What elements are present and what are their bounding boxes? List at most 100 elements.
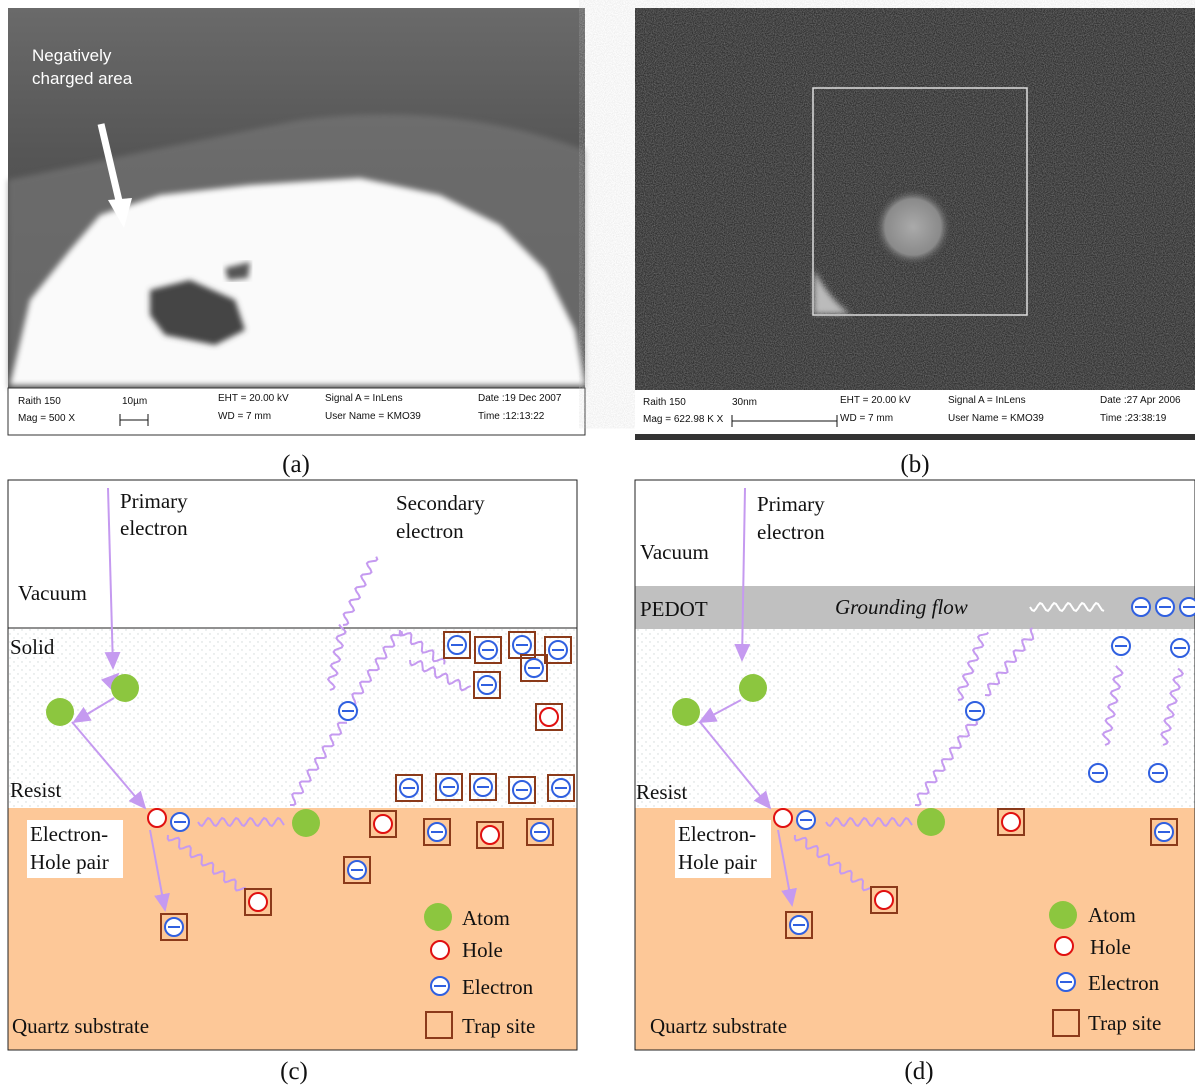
hole (874, 890, 894, 910)
label: electron (120, 516, 188, 540)
trap-site (473, 671, 501, 699)
vacuum-layer (635, 480, 1195, 586)
label: Primary (757, 492, 825, 516)
electron-path (149, 829, 170, 912)
frame (634, 479, 1195, 1051)
label: Hole pair (678, 850, 757, 874)
label: Primary (120, 489, 188, 513)
legend-label: Trap site (462, 1014, 535, 1038)
trap-site (544, 636, 572, 664)
label: Resist (10, 778, 62, 802)
label: Solid (10, 635, 55, 659)
caption: (c) (280, 1058, 308, 1085)
wave (1029, 601, 1105, 613)
label-bg (27, 820, 123, 878)
legend-label: Trap site (1088, 1011, 1161, 1035)
wave (793, 834, 871, 892)
label: PEDOT (640, 597, 708, 621)
hole (480, 825, 500, 845)
trap-site (870, 886, 898, 914)
symbols (46, 487, 575, 1039)
trap-site (508, 776, 536, 804)
trap-site (395, 774, 423, 802)
trap-site (526, 818, 554, 846)
legend-label: Electron (462, 975, 534, 999)
info: 30nm (732, 397, 757, 408)
corner-glow (814, 270, 850, 314)
wave (349, 630, 404, 707)
info: Mag = 500 X (18, 413, 75, 424)
info: Mag = 622.98 K X (643, 414, 724, 425)
wave (290, 721, 347, 806)
wave (326, 623, 347, 691)
info-bar-edge (635, 434, 1195, 440)
trap-site (547, 774, 575, 802)
wave (984, 627, 1035, 697)
info: EHT = 20.00 kV (840, 395, 911, 406)
label: Vacuum (18, 581, 87, 605)
label: Resist (636, 780, 688, 804)
caption: (a) (282, 451, 310, 478)
trap-site (423, 818, 451, 846)
atom (46, 698, 74, 726)
trap-site (160, 913, 188, 941)
hole (373, 814, 393, 834)
info: Signal A = InLens (325, 393, 403, 404)
trap-site (1150, 818, 1178, 846)
atom (672, 698, 700, 726)
label: Secondary (396, 491, 485, 515)
trap-site (369, 810, 397, 838)
trap-site (476, 821, 504, 849)
hole (1001, 812, 1021, 832)
hole (430, 940, 450, 960)
info: Raith 150 (643, 397, 686, 408)
wave (1101, 665, 1124, 746)
arrow-shaft (97, 123, 124, 206)
atom (424, 903, 452, 931)
atom (111, 674, 139, 702)
legend-label: Hole (462, 938, 503, 962)
trap-site (343, 856, 371, 884)
wave (166, 834, 247, 892)
dark-spot (225, 262, 250, 280)
atom (1049, 901, 1077, 929)
trap-site (1052, 1009, 1080, 1037)
caption: (d) (904, 1058, 933, 1085)
trap-site (520, 654, 548, 682)
wave (956, 631, 990, 701)
wave (825, 816, 913, 828)
electron-path (777, 829, 797, 907)
legend-label: Electron (1088, 971, 1160, 995)
trap-site (474, 636, 502, 664)
annotation: Negatively (32, 46, 112, 65)
electron-path (698, 699, 742, 723)
hole (248, 892, 268, 912)
hole (539, 707, 559, 727)
trap-site (469, 773, 497, 801)
info: Date :27 Apr 2006 (1100, 395, 1181, 406)
legend-label: Hole (1090, 935, 1131, 959)
label: electron (396, 519, 464, 543)
electron-path (104, 487, 121, 670)
label: Hole pair (30, 850, 109, 874)
label: electron (757, 520, 825, 544)
arrow-head (108, 198, 132, 228)
atom (292, 809, 320, 837)
info: EHT = 20.00 kV (218, 393, 289, 404)
info-bar (635, 390, 1195, 440)
caption: (b) (900, 451, 929, 478)
trap-site (425, 1011, 453, 1039)
hole (773, 808, 793, 828)
wave (914, 720, 979, 807)
trap-site (244, 888, 272, 916)
hole (1054, 936, 1074, 956)
bright-region (10, 178, 585, 385)
label: Vacuum (640, 540, 709, 564)
annotation: charged area (32, 69, 133, 88)
pedot-layer (635, 586, 1195, 629)
info: Signal A = InLens (948, 395, 1026, 406)
trap-site (535, 703, 563, 731)
label: Quartz substrate (650, 1014, 787, 1038)
info: User Name = KMO39 (948, 413, 1044, 424)
